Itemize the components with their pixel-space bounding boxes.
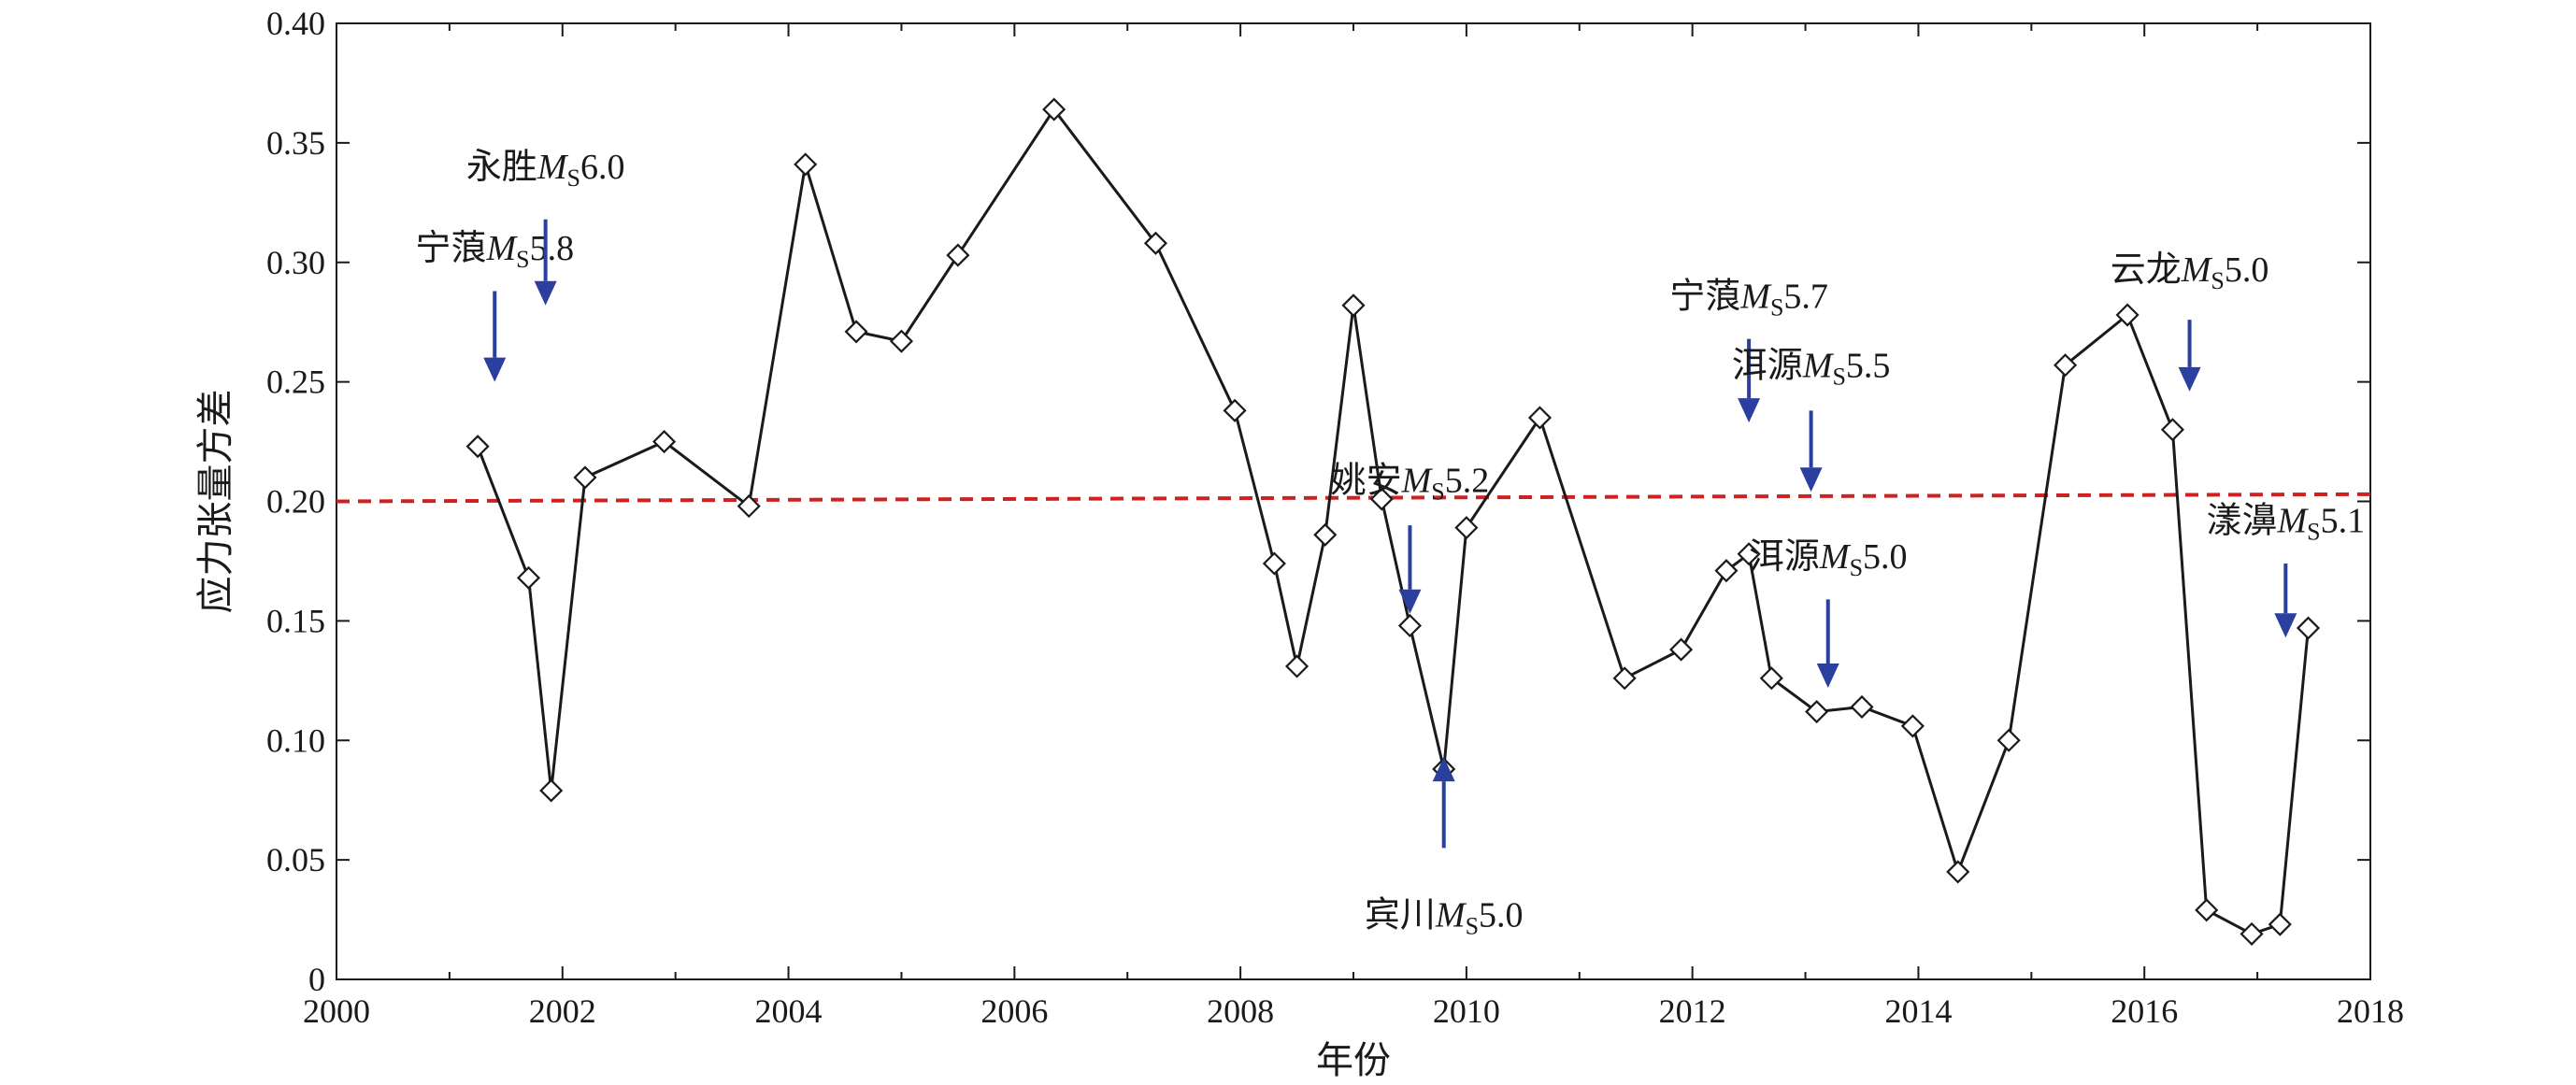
x-tick-label: 2014 (1884, 992, 1952, 1030)
y-axis-title: 应力张量方差 (194, 390, 236, 614)
data-point (2268, 912, 2292, 936)
data-point (573, 465, 597, 490)
annotation-arrow-head (1432, 757, 1455, 782)
x-tick-label: 2008 (1207, 992, 1274, 1030)
y-tick-label: 0.05 (266, 841, 325, 878)
data-point (1223, 398, 1247, 422)
data-point (1669, 637, 1694, 662)
data-point (1341, 293, 1366, 318)
data-point (844, 320, 868, 344)
data-point (737, 494, 761, 519)
data-point (1284, 654, 1309, 678)
x-tick-label: 2002 (529, 992, 596, 1030)
annotation-label: 永胜MS6.0 (466, 148, 625, 192)
data-point (1369, 487, 1394, 511)
data-point (1397, 613, 1423, 638)
annotation-arrow-head (2178, 366, 2201, 392)
annotation-label: 漾濞MS5.1 (2207, 502, 2366, 546)
annotation-arrow-head (1799, 467, 1823, 493)
data-point (1313, 522, 1338, 547)
reference-line-layer (336, 492, 2371, 504)
data-point (1714, 559, 1739, 583)
data-point (652, 430, 677, 454)
annotation-label: 洱源MS5.0 (1749, 537, 1908, 581)
y-tick-label: 0.40 (266, 5, 325, 42)
y-tick-label: 0.20 (266, 483, 325, 521)
data-point (1946, 860, 1970, 884)
data-point (2240, 921, 2264, 946)
data-point (1262, 551, 1286, 576)
annotation-label: 宁蒗MS5.7 (1669, 277, 1828, 321)
data-point (1454, 516, 1479, 540)
y-tick-label: 0.15 (266, 602, 325, 639)
y-tick-label: 0.35 (266, 124, 325, 162)
x-axis-title: 年份 (1316, 1039, 1391, 1081)
annotation-arrow-head (1398, 589, 1422, 614)
series-layer (465, 97, 2321, 946)
y-tick-label: 0.25 (266, 364, 325, 401)
annotation-arrow-head (1738, 398, 1761, 423)
data-point (946, 243, 970, 267)
data-point (1527, 406, 1553, 430)
data-point (539, 778, 564, 803)
data-point (1759, 666, 1783, 691)
annotation-layer: 宁蒗MS5.8 永胜MS6.0 姚安MS5.2 宾川MS5.0 宁蒗MS5.7 洱源MS5… (415, 148, 2365, 939)
x-tick-label: 2018 (2337, 992, 2404, 1030)
annotation-arrow-head (534, 280, 557, 306)
x-tick-label: 2012 (1659, 992, 1726, 1030)
data-point (794, 152, 818, 177)
data-point (2160, 418, 2184, 442)
data-point (1042, 97, 1066, 121)
data-point (1737, 542, 1761, 566)
annotation-label: 宁蒗MS5.8 (415, 229, 574, 273)
data-point (1612, 666, 1637, 691)
data-point (1143, 231, 1168, 255)
data-point (2195, 898, 2219, 922)
x-tick-label: 2004 (755, 992, 823, 1030)
x-tick-label: 2006 (980, 992, 1048, 1030)
x-tick-label: 2010 (1433, 992, 1500, 1030)
plot-axes: 2000 2002 2004 2006 2008 2010 2012 2014 2016 2018… (266, 5, 2404, 1030)
series-line (476, 107, 2310, 935)
annotation-label: 宾川MS5.0 (1365, 896, 1524, 940)
x-tick-label: 2016 (2111, 992, 2178, 1030)
annotation-label: 云龙MS5.0 (2111, 250, 2269, 294)
y-tick-label: 0 (308, 961, 325, 998)
data-point (889, 329, 914, 353)
data-point (2296, 616, 2321, 640)
annotation-arrow-head (2274, 613, 2297, 638)
data-point (2115, 303, 2140, 327)
data-point (1805, 700, 1829, 724)
x-tick-label: 2000 (303, 992, 370, 1030)
annotation-arrow-head (1816, 663, 1839, 688)
data-point (1850, 694, 1874, 720)
y-tick-label: 0.10 (266, 721, 325, 759)
data-point (465, 435, 490, 459)
annotation-label: 洱源MS5.5 (1732, 347, 1891, 391)
data-point (2054, 353, 2078, 378)
data-point (516, 565, 541, 590)
annotation-arrow-head (483, 357, 507, 382)
data-point (1900, 714, 1925, 738)
annotation-label: 姚安MS5.2 (1331, 461, 1490, 505)
y-tick-label: 0.30 (266, 244, 325, 281)
data-point (1996, 728, 2021, 752)
reference-line (336, 492, 2371, 504)
